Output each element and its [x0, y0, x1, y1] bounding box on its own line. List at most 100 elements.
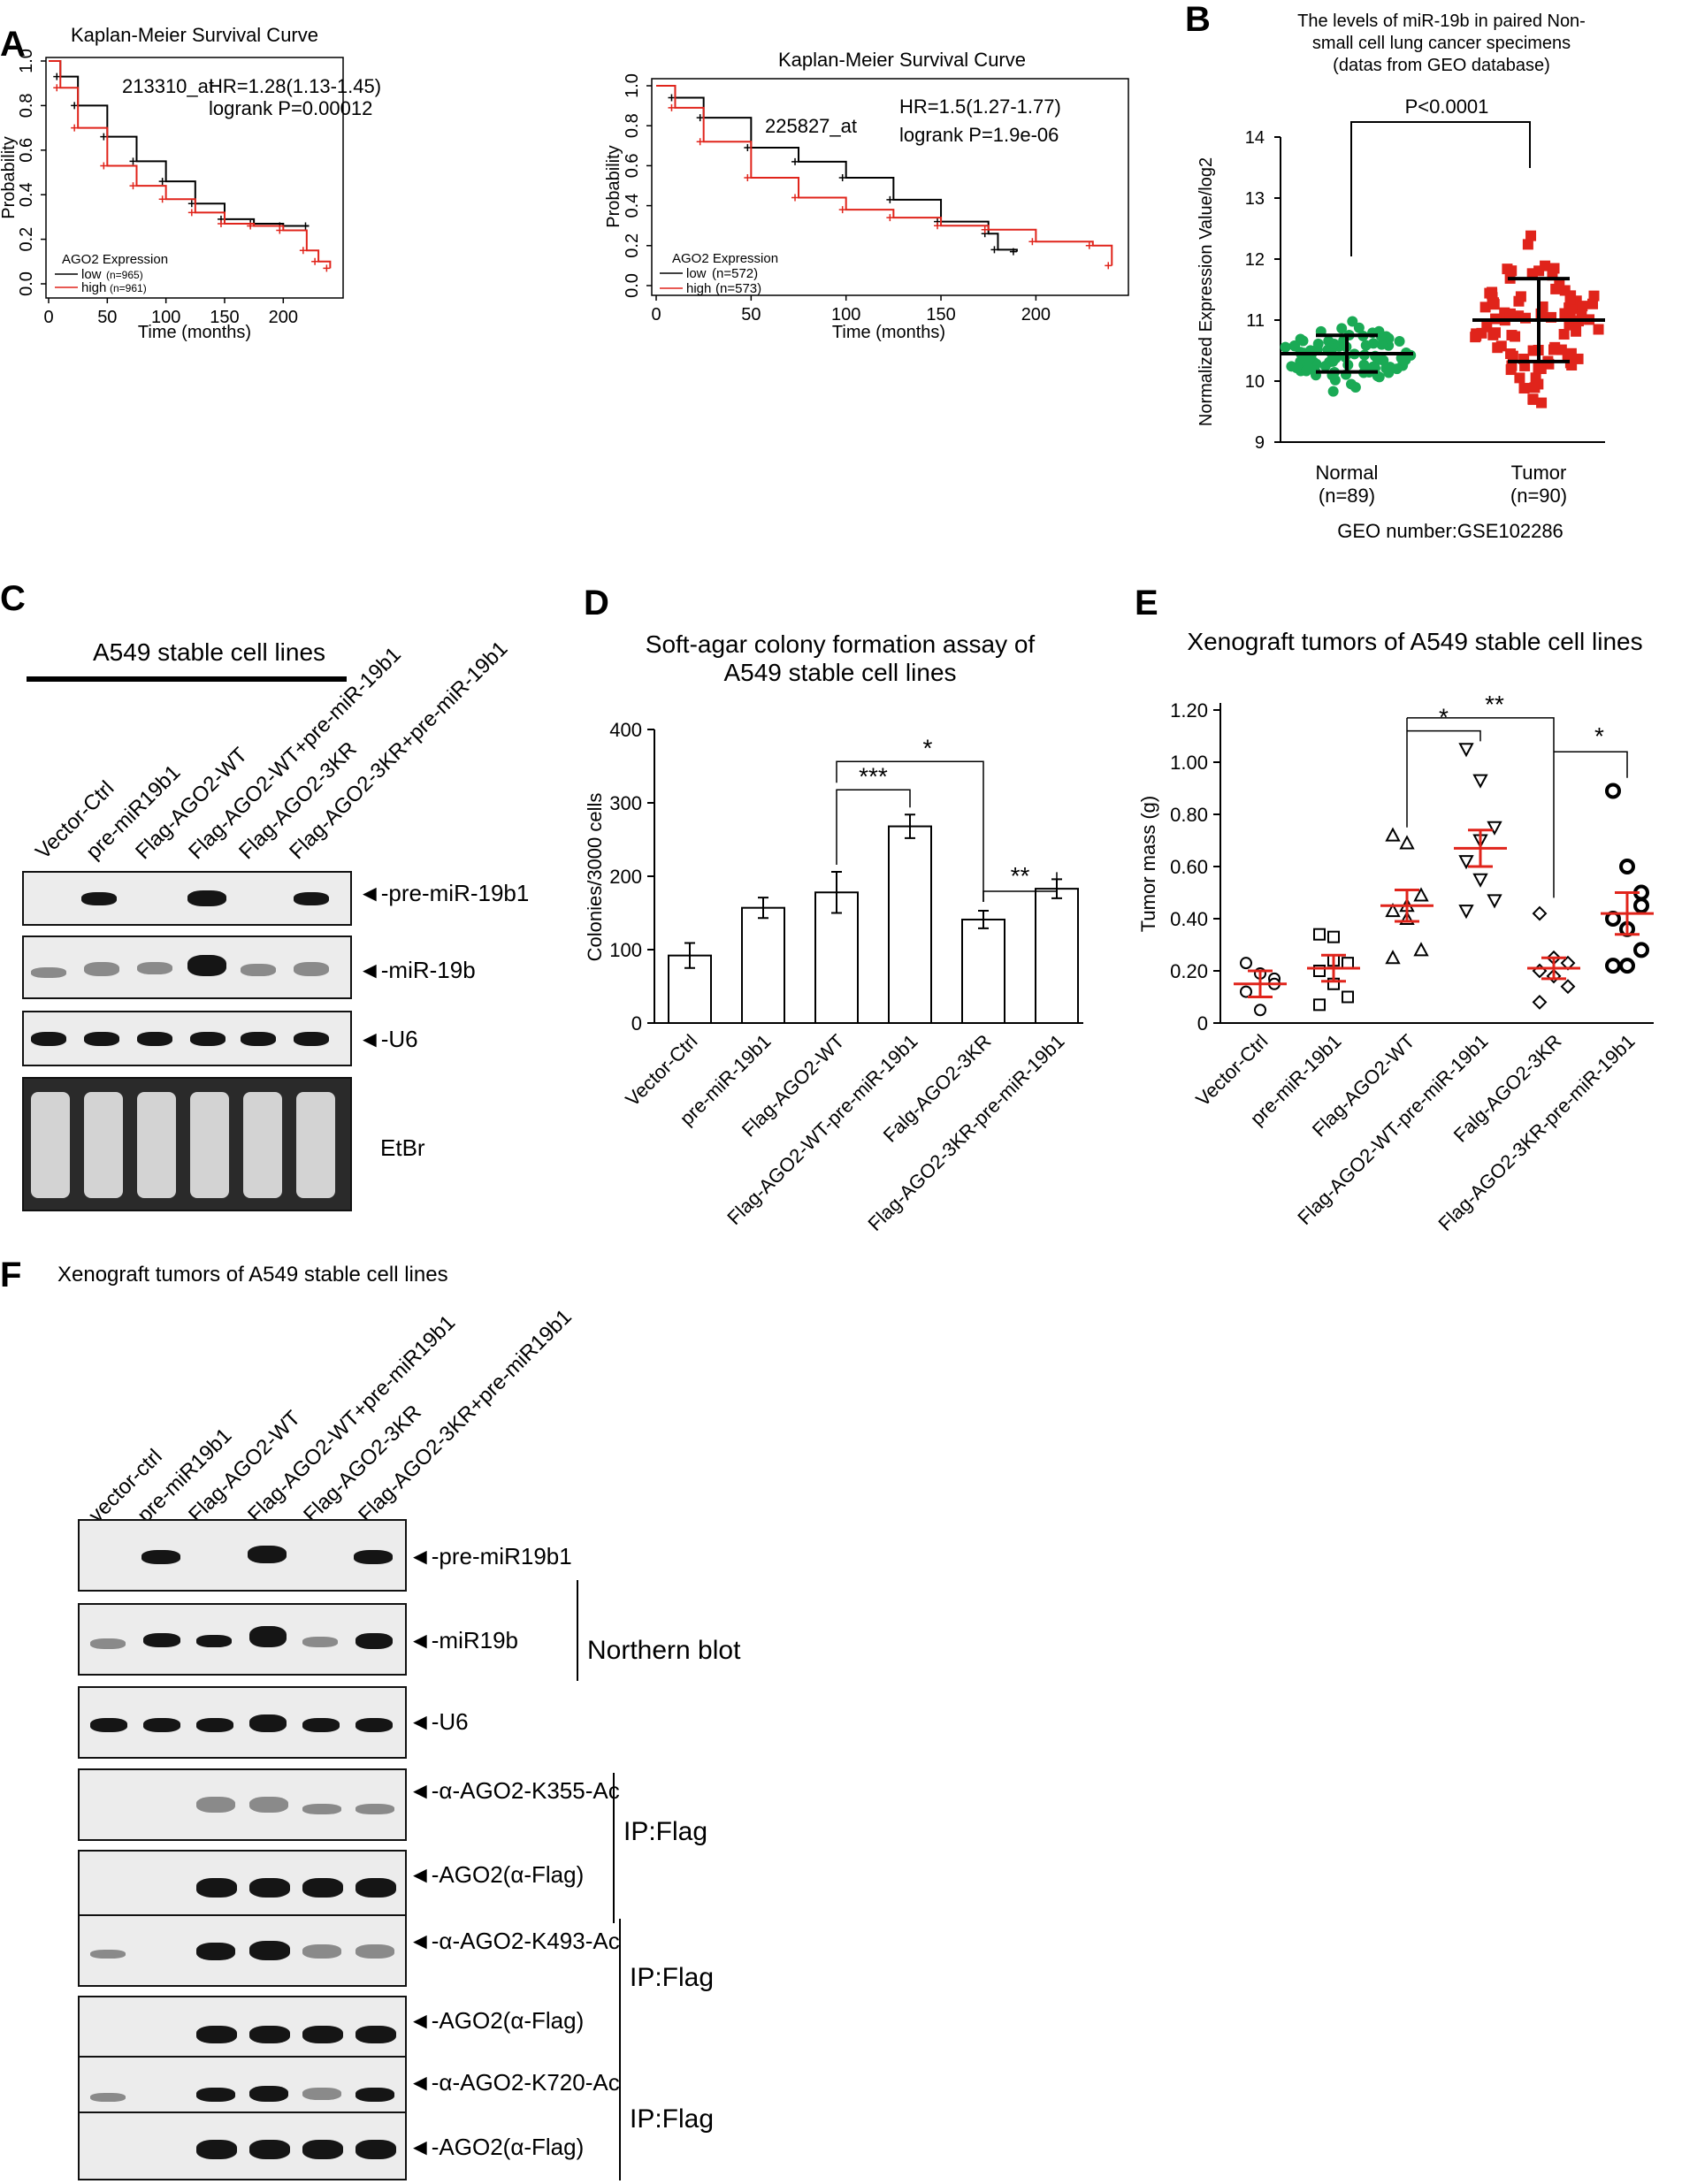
e-point-4	[1532, 963, 1548, 979]
b-point-tumor	[1504, 308, 1516, 319]
km-right-censor-low-3	[744, 144, 752, 152]
km-right-xtick-label-2: 100	[831, 305, 860, 325]
km-left-xticks: 0 50 100 150 200	[43, 298, 298, 327]
b-ytick-label-1: 10	[1245, 372, 1265, 392]
panel-label-e: E	[1135, 584, 1158, 622]
b-point-tumor	[1556, 344, 1567, 355]
km-right-censor-high-4	[791, 194, 799, 202]
b-point-tumor	[1526, 269, 1538, 280]
b-point-tumor	[1548, 263, 1560, 274]
e-point-0	[1240, 985, 1252, 998]
b-point-normal	[1336, 323, 1348, 334]
d-sig-bracket-b	[836, 760, 984, 903]
b-point-tumor	[1507, 350, 1518, 362]
km-right-censor-low-5	[838, 173, 846, 181]
km-left-ytick-label-4: 0.8	[17, 93, 36, 118]
f-ip-label-3: IP:Flag	[630, 2104, 715, 2134]
e-point-2	[1385, 903, 1401, 918]
f-band-flag-1: ◄-AGO2(α-Flag)	[409, 1861, 585, 1888]
f-blot-mir	[78, 1603, 407, 1676]
b-point-normal	[1391, 363, 1403, 375]
km-left-censor-high-10	[299, 247, 307, 255]
f-ip-label-2: IP:Flag	[630, 1963, 715, 1992]
e-point-2	[1413, 887, 1429, 902]
d-ytick-label-1: 100	[609, 939, 642, 961]
e-ytick-label-5: 1.00	[1170, 752, 1208, 774]
b-point-tumor	[1492, 342, 1503, 354]
b-sig-bracket	[1350, 121, 1531, 256]
b-point-tumor	[1488, 299, 1500, 310]
e-point-1	[1342, 990, 1354, 1004]
d-ytick-label-0: 0	[631, 1012, 642, 1035]
b-point-normal	[1368, 338, 1380, 349]
b-point-normal	[1383, 367, 1395, 378]
km-right-censor-high-9	[1028, 238, 1036, 246]
e-point-3	[1458, 905, 1474, 920]
d-yticks: 0 100 200 300 400	[609, 719, 654, 1035]
b-title-3: (datas from GEO database)	[1333, 56, 1550, 75]
km-right-censor-high-2	[696, 138, 704, 146]
b-point-tumor	[1565, 347, 1577, 359]
km-left-censor-high-4	[129, 182, 137, 190]
km-left-censor-high-1	[53, 84, 61, 92]
km-left-xtick-label-1: 50	[97, 308, 117, 327]
b-point-tumor	[1571, 325, 1582, 337]
b-point-normal	[1280, 341, 1291, 353]
e-sem-1	[1321, 953, 1346, 983]
km-left-curves	[49, 60, 332, 272]
km-left-censor-low-4	[129, 157, 137, 165]
f-blot-u6	[78, 1686, 407, 1759]
b-point-tumor	[1484, 287, 1495, 299]
b-ylabel: Normalized Expression Value/log2	[1197, 157, 1216, 426]
km-left-censor-high-9	[276, 226, 284, 234]
f-ip-label-1: IP:Flag	[623, 1817, 708, 1846]
e-points	[1234, 743, 1654, 1017]
d-ytick-label-4: 400	[609, 719, 642, 741]
e-xlabels: Vector-Ctrlpre-miR-19b1Flag-AGO2-WTFlag-…	[1191, 1030, 1639, 1235]
f-blot-flag-1	[78, 1850, 407, 1922]
b-ytick-label-0: 9	[1255, 433, 1265, 453]
f-ip-bracket-2	[619, 1919, 621, 2069]
f-ip-bracket-1	[613, 1773, 615, 1923]
e-sem-4	[1541, 956, 1566, 981]
km-left-censor-low-6	[187, 200, 195, 208]
km-left-hr: HR=1.28(1.13-1.45)	[209, 75, 381, 97]
km-right-censor-high-5	[838, 206, 846, 214]
e-point-2	[1413, 942, 1429, 957]
e-sig-bracket-a	[1406, 717, 1481, 828]
km-right-xtick-label-1: 50	[741, 305, 761, 325]
b-point-normal	[1347, 316, 1358, 327]
b-ytick-label-2: 11	[1246, 311, 1265, 331]
km-left: Kaplan-Meier Survival Curve 213310_at HR…	[0, 24, 381, 342]
b-point-tumor	[1588, 290, 1600, 302]
d-sig-bracket-c	[982, 872, 1058, 903]
c-band-mir: ◄-miR-19b	[358, 957, 476, 983]
b-point-tumor	[1479, 302, 1491, 313]
b-point-tumor	[1506, 265, 1518, 277]
b-ytick-label-3: 12	[1245, 250, 1265, 270]
km-right-ylabel: Probability	[604, 145, 623, 227]
b-point-tumor	[1593, 324, 1604, 335]
b-points	[1280, 230, 1605, 409]
d-bar-5	[1035, 888, 1079, 1024]
b-point-normal	[1394, 336, 1405, 347]
e-ytick-label-2: 0.40	[1170, 908, 1208, 930]
km-right-legend-low-n: (n=572)	[712, 266, 758, 281]
e-xlabel-0: Vector-Ctrl	[1191, 1030, 1272, 1111]
e-point-1	[1313, 998, 1326, 1012]
km-left-legend-high-n: (n=961)	[110, 282, 147, 294]
km-right-ytick-label-5: 1.0	[623, 73, 642, 98]
e-sig-b: **	[1485, 691, 1504, 718]
km-left-ylabel: Probability	[0, 136, 19, 218]
km-right-xtick-label-0: 0	[651, 305, 661, 325]
km-right-censor-low-1	[668, 94, 676, 102]
km-left-censor-high-8	[247, 222, 255, 230]
b-cat-tumor: Tumor	[1511, 462, 1567, 484]
km-right-censor-low-2	[696, 114, 704, 122]
e-sem-2	[1395, 889, 1419, 923]
d-sig-bracket-a	[836, 789, 911, 866]
f-band-flag-3: ◄-AGO2(α-Flag)	[409, 2134, 585, 2160]
b-point-tumor	[1506, 330, 1518, 341]
km-right-xtick-label-4: 200	[1021, 305, 1051, 325]
b-point-tumor	[1527, 345, 1539, 356]
